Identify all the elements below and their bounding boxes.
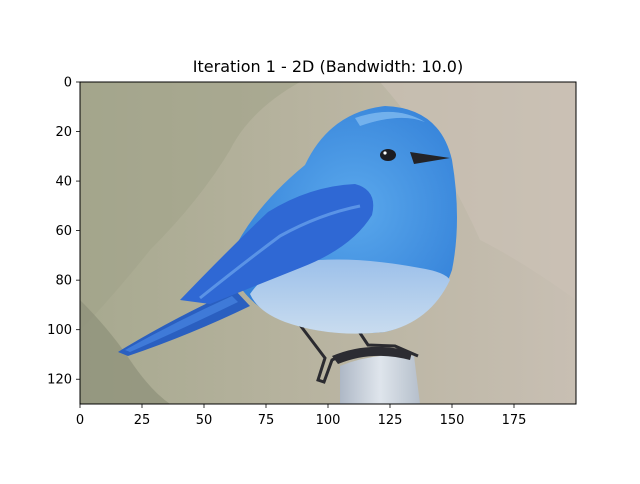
bird-belly xyxy=(250,259,450,334)
bird-claws xyxy=(332,346,412,364)
x-axis: 0 25 50 75 100 125 150 175 xyxy=(76,404,527,428)
bird-leg-left xyxy=(298,324,341,384)
x-tick-label: 150 xyxy=(440,413,465,428)
x-tick-label: 25 xyxy=(134,413,151,428)
y-axis: 0 20 40 60 80 100 120 xyxy=(47,76,80,388)
x-tick-label: 125 xyxy=(378,413,403,428)
y-tick-label: 60 xyxy=(55,224,72,239)
background-dark-corner xyxy=(80,300,170,404)
y-tick-label: 20 xyxy=(55,125,72,140)
bird-head-highlight xyxy=(355,111,425,126)
y-tick-label: 40 xyxy=(55,175,72,190)
chart-title: Iteration 1 - 2D (Bandwidth: 10.0) xyxy=(193,57,463,76)
x-tick-label: 75 xyxy=(258,413,275,428)
x-tick-label: 50 xyxy=(196,413,213,428)
bird-eye xyxy=(380,149,396,161)
bird-wing-feathers xyxy=(199,204,361,300)
y-tick-label: 0 xyxy=(64,76,72,91)
perch-post xyxy=(340,355,420,404)
bird-eye-glint xyxy=(383,151,387,155)
y-tick-label: 120 xyxy=(47,373,72,388)
bird-beak xyxy=(410,152,450,164)
bluebird-image xyxy=(80,82,576,404)
x-tick-label: 100 xyxy=(316,413,341,428)
x-tick-label: 175 xyxy=(502,413,527,428)
x-tick-label: 0 xyxy=(76,413,84,428)
y-tick-label: 80 xyxy=(55,274,72,289)
bird-tail-highlight xyxy=(125,296,238,352)
y-tick-label: 100 xyxy=(47,323,72,338)
background-shadow-region xyxy=(80,82,300,330)
